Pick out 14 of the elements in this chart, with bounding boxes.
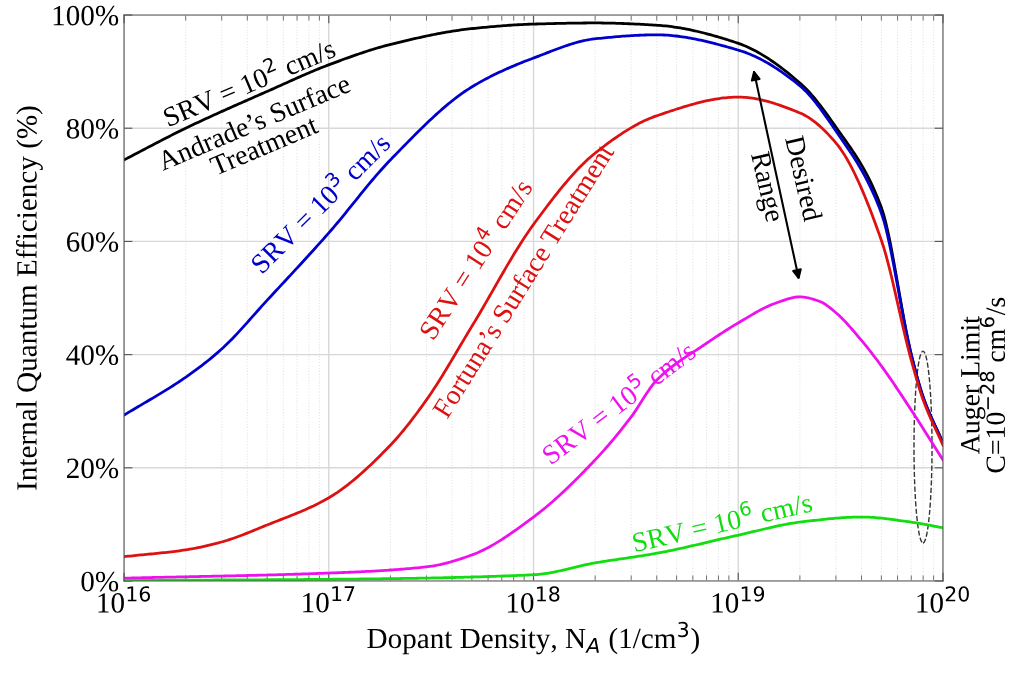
y-axis-title: Internal Quantum Efficiency (%): [15, 106, 43, 490]
y-tick-label: 40%: [66, 345, 119, 366]
x-tick-label: 10$^{18}$: [507, 586, 560, 613]
y-tick-label: 80%: [66, 118, 119, 139]
text: Auger Limit C=10$^{−28}$ cm$^{6}$/s: [961, 297, 1006, 473]
annotation: Desired Range: [745, 134, 824, 224]
x-axis-title: Dopant Density, N$_{A}$ (1/cm$^{3}$): [367, 621, 699, 655]
x-tick-label: 10$^{20}$: [917, 586, 969, 613]
x-tick-label: 10$^{19}$: [712, 586, 765, 613]
x-tick-label: 10$^{17}$: [303, 586, 355, 613]
y-tick-label: 20%: [66, 458, 119, 479]
y-tick-label: 60%: [66, 232, 119, 252]
y-tick-label: 100%: [53, 5, 119, 26]
annotation: SRV = 10$^{6}$ cm/s: [630, 486, 813, 553]
